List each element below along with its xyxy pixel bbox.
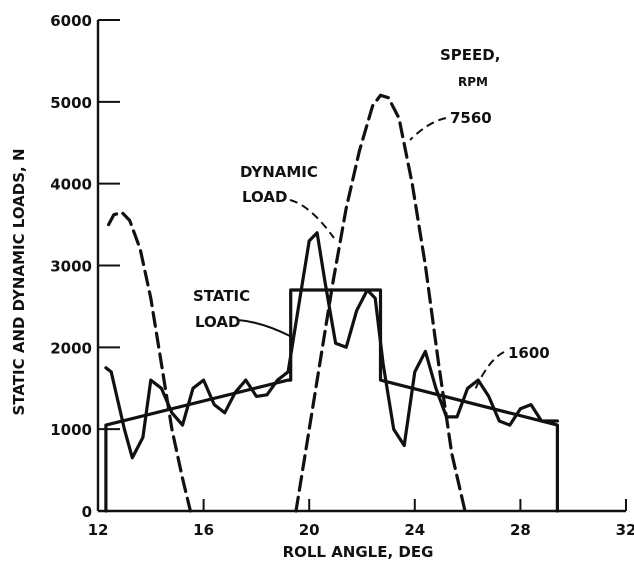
annotation-speed-7560: 7560 xyxy=(450,109,492,127)
x-axis-ticks: 12 16 20 24 28 32 xyxy=(88,499,634,539)
legend-title-line1: SPEED, xyxy=(440,46,500,64)
annotation-speed-1600: 1600 xyxy=(508,344,550,362)
y-tick-label: 2000 xyxy=(50,339,92,357)
y-axis-label: STATIC AND DYNAMIC LOADS, N xyxy=(10,148,28,415)
y-tick-label: 1000 xyxy=(50,421,92,439)
x-tick-label: 32 xyxy=(616,521,634,539)
y-tick-label: 3000 xyxy=(50,258,92,276)
y-tick-label: 0 xyxy=(82,503,92,521)
leader-static-load xyxy=(237,319,291,337)
x-tick-label: 20 xyxy=(299,521,320,539)
annotation-static-load-line2: LOAD xyxy=(195,313,240,331)
leader-speed-7560 xyxy=(409,117,447,141)
legend-title-line2: RPM xyxy=(458,75,488,89)
series-layer xyxy=(104,93,559,513)
annotation-dynamic-load-line2: LOAD xyxy=(242,188,287,206)
series-dynamic-load-7560-rpm-seg2 xyxy=(294,93,467,513)
y-axis-ticks: 0 1000 2000 3000 4000 5000 6000 xyxy=(50,12,120,521)
y-tick-label: 6000 xyxy=(50,12,92,30)
annotation-leaders xyxy=(237,117,505,393)
axes xyxy=(96,20,626,513)
series-dynamic-load-1600-rpm xyxy=(104,231,559,460)
series-static-load xyxy=(104,288,559,513)
annotation-dynamic-load-line1: DYNAMIC xyxy=(240,163,318,181)
series-dynamic-load-7560-rpm-seg1 xyxy=(107,210,192,513)
annotation-static-load-line1: STATIC xyxy=(193,287,250,305)
x-axis-label: ROLL ANGLE, DEG xyxy=(283,543,434,561)
y-tick-label: 5000 xyxy=(50,94,92,112)
leader-dynamic-load xyxy=(289,199,335,239)
x-tick-label: 12 xyxy=(88,521,109,539)
x-tick-label: 28 xyxy=(510,521,531,539)
x-tick-label: 24 xyxy=(404,521,425,539)
x-tick-label: 16 xyxy=(193,521,214,539)
leader-speed-1600 xyxy=(473,351,505,393)
y-tick-label: 4000 xyxy=(50,176,92,194)
